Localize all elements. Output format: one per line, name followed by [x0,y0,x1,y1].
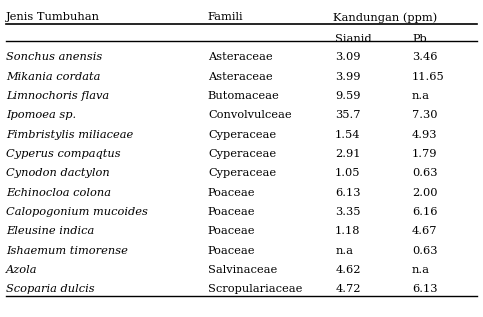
Text: 3.99: 3.99 [335,72,361,81]
Text: 6.13: 6.13 [335,188,361,197]
Text: Calopogonium mucoides: Calopogonium mucoides [6,207,148,217]
Text: Butomaceae: Butomaceae [208,91,280,101]
Text: n.a: n.a [412,265,430,275]
Text: Asteraceae: Asteraceae [208,52,272,62]
Text: Poaceae: Poaceae [208,246,256,256]
Text: Poaceae: Poaceae [208,226,256,236]
Text: 3.46: 3.46 [412,52,438,62]
Text: Sianid: Sianid [335,34,372,44]
Text: 3.35: 3.35 [335,207,361,217]
Text: Jenis Tumbuhan: Jenis Tumbuhan [6,12,100,23]
Text: 1.54: 1.54 [335,130,361,139]
Text: n.a: n.a [335,246,353,256]
Text: Ipomoea sp.: Ipomoea sp. [6,110,76,120]
Text: Scropulariaceae: Scropulariaceae [208,284,302,294]
Text: Limnochoris flava: Limnochoris flava [6,91,109,101]
Text: Salvinaceae: Salvinaceae [208,265,277,275]
Text: Sonchus anensis: Sonchus anensis [6,52,102,62]
Text: Cynodon dactylon: Cynodon dactylon [6,168,110,178]
Text: n.a: n.a [412,91,430,101]
Text: Azola: Azola [6,265,38,275]
Text: 4.62: 4.62 [335,265,361,275]
Text: Scoparia dulcis: Scoparia dulcis [6,284,95,294]
Text: Pb: Pb [412,34,426,44]
Text: Fimbristylis miliaceae: Fimbristylis miliaceae [6,130,133,139]
Text: 0.63: 0.63 [412,246,438,256]
Text: 3.09: 3.09 [335,52,361,62]
Text: 1.18: 1.18 [335,226,361,236]
Text: 4.72: 4.72 [335,284,361,294]
Text: Cyperaceae: Cyperaceae [208,149,276,159]
Text: 9.59: 9.59 [335,91,361,101]
Text: Asteraceae: Asteraceae [208,72,272,81]
Text: 1.79: 1.79 [412,149,438,159]
Text: 11.65: 11.65 [412,72,445,81]
Text: Cyperus compaqtus: Cyperus compaqtus [6,149,121,159]
Text: Poaceae: Poaceae [208,207,256,217]
Text: Kandungan (ppm): Kandungan (ppm) [333,12,438,23]
Text: Convolvulceae: Convolvulceae [208,110,292,120]
Text: Poaceae: Poaceae [208,188,256,197]
Text: Cyperaceae: Cyperaceae [208,130,276,139]
Text: Ishaemum timorense: Ishaemum timorense [6,246,128,256]
Text: 2.91: 2.91 [335,149,361,159]
Text: 1.05: 1.05 [335,168,361,178]
Text: 4.93: 4.93 [412,130,438,139]
Text: Cyperaceae: Cyperaceae [208,168,276,178]
Text: 0.63: 0.63 [412,168,438,178]
Text: Famili: Famili [208,12,243,23]
Text: 6.16: 6.16 [412,207,438,217]
Text: 6.13: 6.13 [412,284,438,294]
Text: 35.7: 35.7 [335,110,361,120]
Text: 4.67: 4.67 [412,226,438,236]
Text: 2.00: 2.00 [412,188,438,197]
Text: 7.30: 7.30 [412,110,438,120]
Text: Echinocloa colona: Echinocloa colona [6,188,111,197]
Text: Eleusine indica: Eleusine indica [6,226,95,236]
Text: Mikania cordata: Mikania cordata [6,72,100,81]
